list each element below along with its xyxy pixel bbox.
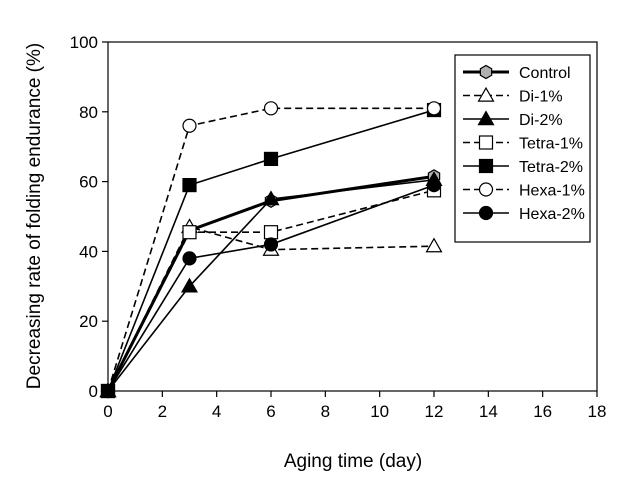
y-tick-label: 100 <box>70 33 98 52</box>
y-tick-label: 80 <box>79 103 98 122</box>
legend-item-hexa-1: Hexa-1% <box>463 182 585 200</box>
legend-label: Control <box>519 65 571 82</box>
legend-item-tetra-1: Tetra-1% <box>463 135 583 153</box>
series-line-tetra-1 <box>107 189 435 392</box>
series-layer <box>99 101 443 399</box>
y-tick-label: 20 <box>79 312 98 331</box>
legend-box <box>454 54 591 243</box>
data-point-di-2 <box>262 190 280 206</box>
series-line-control <box>106 174 435 392</box>
data-point-di-1 <box>425 237 443 253</box>
legend-item-tetra-2: Tetra-2% <box>463 158 583 176</box>
data-point-hexa-1 <box>263 101 279 116</box>
data-point-hexa-2 <box>426 177 442 193</box>
legend-label: Di-1% <box>519 89 563 106</box>
data-point-hexa-2 <box>100 383 116 399</box>
axes: 0 2 4 6 8 10 12 14 16 18 0 20 40 60 80 100 <box>70 33 607 421</box>
y-tick-label: 40 <box>79 242 98 261</box>
data-point-hexa-1 <box>426 101 442 116</box>
data-point-hexa-2 <box>263 237 279 252</box>
legend-label: Hexa-1% <box>519 183 585 200</box>
x-tick-label: 2 <box>158 402 167 421</box>
legend-swatch-marker <box>478 182 494 197</box>
x-tick-label: 8 <box>321 402 330 421</box>
data-point-di-2 <box>180 277 199 293</box>
series-lines <box>106 107 435 392</box>
legend-item-hexa-2: Hexa-2% <box>463 205 585 223</box>
x-tick-label: 0 <box>103 402 112 421</box>
data-point-tetra-1 <box>263 225 279 240</box>
legend-label: Hexa-2% <box>519 206 585 223</box>
legend-swatch-marker <box>478 135 494 150</box>
x-tick-label: 6 <box>266 402 275 421</box>
data-point-hexa-1 <box>182 118 197 133</box>
legend-item-di-1: Di-1% <box>463 86 563 106</box>
x-tick-label: 12 <box>425 402 444 421</box>
series-line-di-1 <box>107 226 435 392</box>
legend-label: Tetra-2% <box>519 159 583 176</box>
legend-label: Tetra-1% <box>519 136 583 153</box>
series-line-hexa-2 <box>107 184 435 392</box>
x-tick-label: 16 <box>533 402 552 421</box>
legend-swatch-marker <box>477 86 495 102</box>
x-tick-label: 18 <box>588 402 607 421</box>
legend-swatch-marker <box>478 158 494 174</box>
x-tick-label: 10 <box>370 402 389 421</box>
y-axis-label: Decreasing rate of folding endurance (%) <box>24 43 45 389</box>
legend-swatch-marker <box>478 205 494 221</box>
y-tick-label: 0 <box>89 382 98 401</box>
legend: Control Di-1% Di-2% Tetra-1% Tetra-2% Hexa-1%… <box>454 54 591 243</box>
data-point-hexa-2 <box>182 251 197 266</box>
legend-swatch-marker <box>477 110 495 126</box>
data-point-tetra-1 <box>182 225 197 240</box>
x-tick-label: 14 <box>479 402 498 421</box>
legend-item-control: Control <box>463 64 571 82</box>
legend-label: Di-2% <box>519 112 563 129</box>
data-point-tetra-2 <box>182 177 197 193</box>
y-tick-label: 60 <box>79 173 98 192</box>
series-line-hexa-1 <box>107 107 434 392</box>
x-axis-label: Aging time (day) <box>284 451 422 472</box>
plot-frame <box>107 41 598 392</box>
data-point-tetra-2 <box>263 151 279 167</box>
legend-item-di-2: Di-2% <box>463 110 563 129</box>
series-line-di-2 <box>107 179 435 392</box>
x-tick-label: 4 <box>212 402 221 421</box>
series-line-tetra-2 <box>107 109 435 392</box>
legend-swatch-marker <box>479 64 493 80</box>
series-markers <box>99 101 443 399</box>
